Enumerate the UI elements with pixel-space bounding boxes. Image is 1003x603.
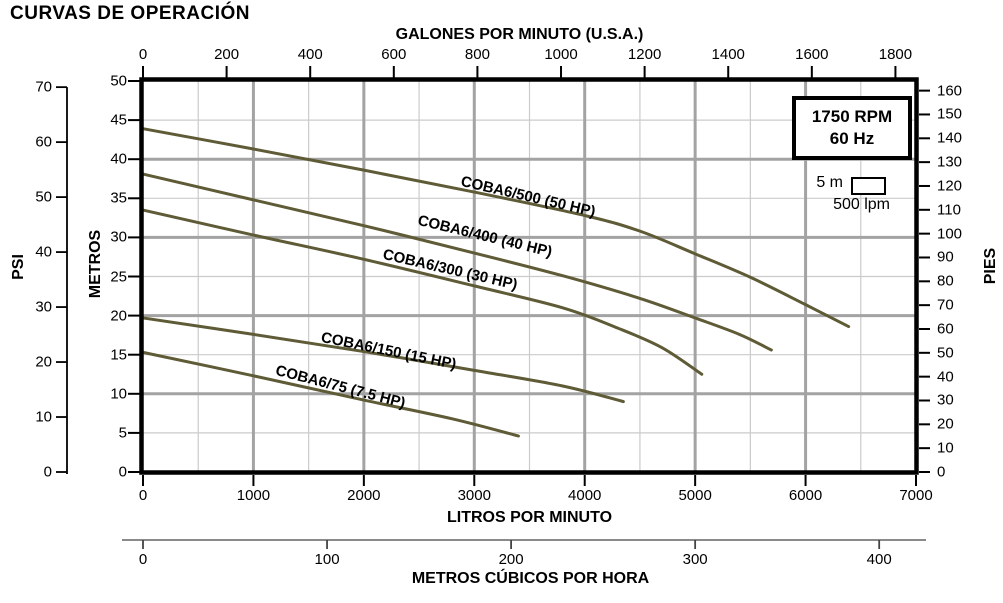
psi-tick-label: 40 bbox=[35, 243, 52, 261]
scale-rect bbox=[851, 177, 886, 195]
psi-tick-label: 50 bbox=[35, 188, 52, 206]
m3h-tick-label: 400 bbox=[866, 551, 892, 568]
liters-tick-label: 7000 bbox=[899, 487, 933, 504]
meters-tick-label: 40 bbox=[110, 150, 127, 168]
meters-tick-label: 0 bbox=[118, 463, 127, 481]
psi-tick-label: 20 bbox=[35, 353, 52, 371]
liters-axis-title: LITROS POR MINUTO bbox=[446, 509, 613, 526]
plot-border bbox=[139, 77, 919, 475]
gallons-tick-label: 800 bbox=[464, 46, 490, 63]
pies-tick-label: 60 bbox=[937, 320, 954, 338]
liters-tick-label: 2000 bbox=[347, 487, 381, 504]
liters-tick-label: 4000 bbox=[568, 487, 602, 504]
liters-tick-label: 3000 bbox=[457, 487, 491, 504]
meters-tick-label: 15 bbox=[110, 346, 127, 364]
m3h-tick-label: 300 bbox=[682, 551, 708, 568]
pies-tick-label: 20 bbox=[937, 415, 954, 433]
gallons-tick-label: 1600 bbox=[795, 46, 829, 63]
curve-COBA6-300 bbox=[141, 208, 704, 376]
curve-COBA6-500 bbox=[141, 127, 851, 329]
gallons-tick-label: 400 bbox=[297, 46, 323, 63]
gallons-tick-label: 1000 bbox=[544, 46, 578, 63]
pies-tick-label: 70 bbox=[937, 296, 954, 314]
liters-tick-label: 5000 bbox=[678, 487, 712, 504]
psi-tick-label: 10 bbox=[35, 408, 52, 426]
psi-tick-label: 70 bbox=[35, 78, 52, 96]
meters-tick-label: 30 bbox=[110, 228, 127, 246]
pies-tick-label: 160 bbox=[937, 82, 963, 100]
liters-tick-label: 0 bbox=[138, 487, 148, 504]
frequency-value: 60 Hz bbox=[829, 129, 875, 148]
m3h-tick-label: 0 bbox=[138, 551, 148, 568]
m3h-tick-label: 200 bbox=[498, 551, 524, 568]
gallons-tick-label: 200 bbox=[214, 46, 240, 63]
gallons-tick-label: 1800 bbox=[878, 46, 913, 63]
meters-tick-label: 25 bbox=[110, 268, 127, 285]
meters-tick-label: 10 bbox=[110, 385, 127, 403]
meters-tick-label: 5 bbox=[118, 424, 127, 442]
pies-tick-label: 130 bbox=[937, 153, 963, 171]
meters-tick-label: 35 bbox=[110, 189, 127, 207]
scale-horizontal-label: 500 lpm bbox=[833, 196, 890, 213]
pies-tick-label: 120 bbox=[937, 177, 963, 195]
psi-tick-label: 0 bbox=[43, 463, 52, 481]
m3h-axis-title: METROS CÚBICOS POR HORA bbox=[411, 570, 650, 587]
curve-COBA6-400 bbox=[141, 172, 773, 352]
gallons-tick-label: 0 bbox=[138, 46, 148, 63]
psi-tick-label: 60 bbox=[35, 133, 52, 151]
pies-tick-label: 100 bbox=[937, 225, 963, 243]
gallons-tick-label: 600 bbox=[381, 46, 407, 63]
pies-tick-label: 50 bbox=[937, 344, 954, 362]
psi-tick-label: 30 bbox=[35, 298, 52, 316]
pies-tick-label: 10 bbox=[937, 439, 954, 457]
gallons-axis-title: GALONES POR MINUTO (U.S.A.) bbox=[395, 26, 644, 43]
m3h-tick-label: 100 bbox=[314, 551, 340, 568]
pies-tick-label: 40 bbox=[937, 368, 954, 386]
meters-tick-label: 50 bbox=[110, 72, 127, 90]
rpm-value: 1750 RPM bbox=[811, 106, 893, 126]
pies-tick-label: 110 bbox=[937, 201, 961, 219]
pies-tick-label: 0 bbox=[937, 463, 946, 481]
liters-tick-label: 1000 bbox=[236, 487, 271, 504]
gallons-tick-label: 1200 bbox=[627, 46, 662, 63]
pies-tick-label: 140 bbox=[937, 129, 963, 147]
pies-tick-label: 30 bbox=[937, 391, 954, 409]
curve-COBA6-150 bbox=[141, 316, 625, 404]
pies-tick-label: 80 bbox=[937, 272, 954, 290]
page-title: CURVAS DE OPERACIÓN bbox=[10, 3, 250, 24]
meters-tick-label: 45 bbox=[110, 111, 127, 129]
scale-vertical-label: 5 m bbox=[816, 174, 843, 191]
curve-COBA6-75 bbox=[141, 350, 520, 438]
pies-tick-label: 150 bbox=[937, 105, 963, 123]
liters-tick-label: 6000 bbox=[788, 487, 823, 504]
gallons-tick-label: 1400 bbox=[711, 46, 745, 63]
rpm-info-box: 1750 RPM 60 Hz bbox=[792, 96, 912, 160]
pies-tick-label: 90 bbox=[937, 248, 954, 266]
meters-tick-label: 20 bbox=[110, 307, 127, 325]
